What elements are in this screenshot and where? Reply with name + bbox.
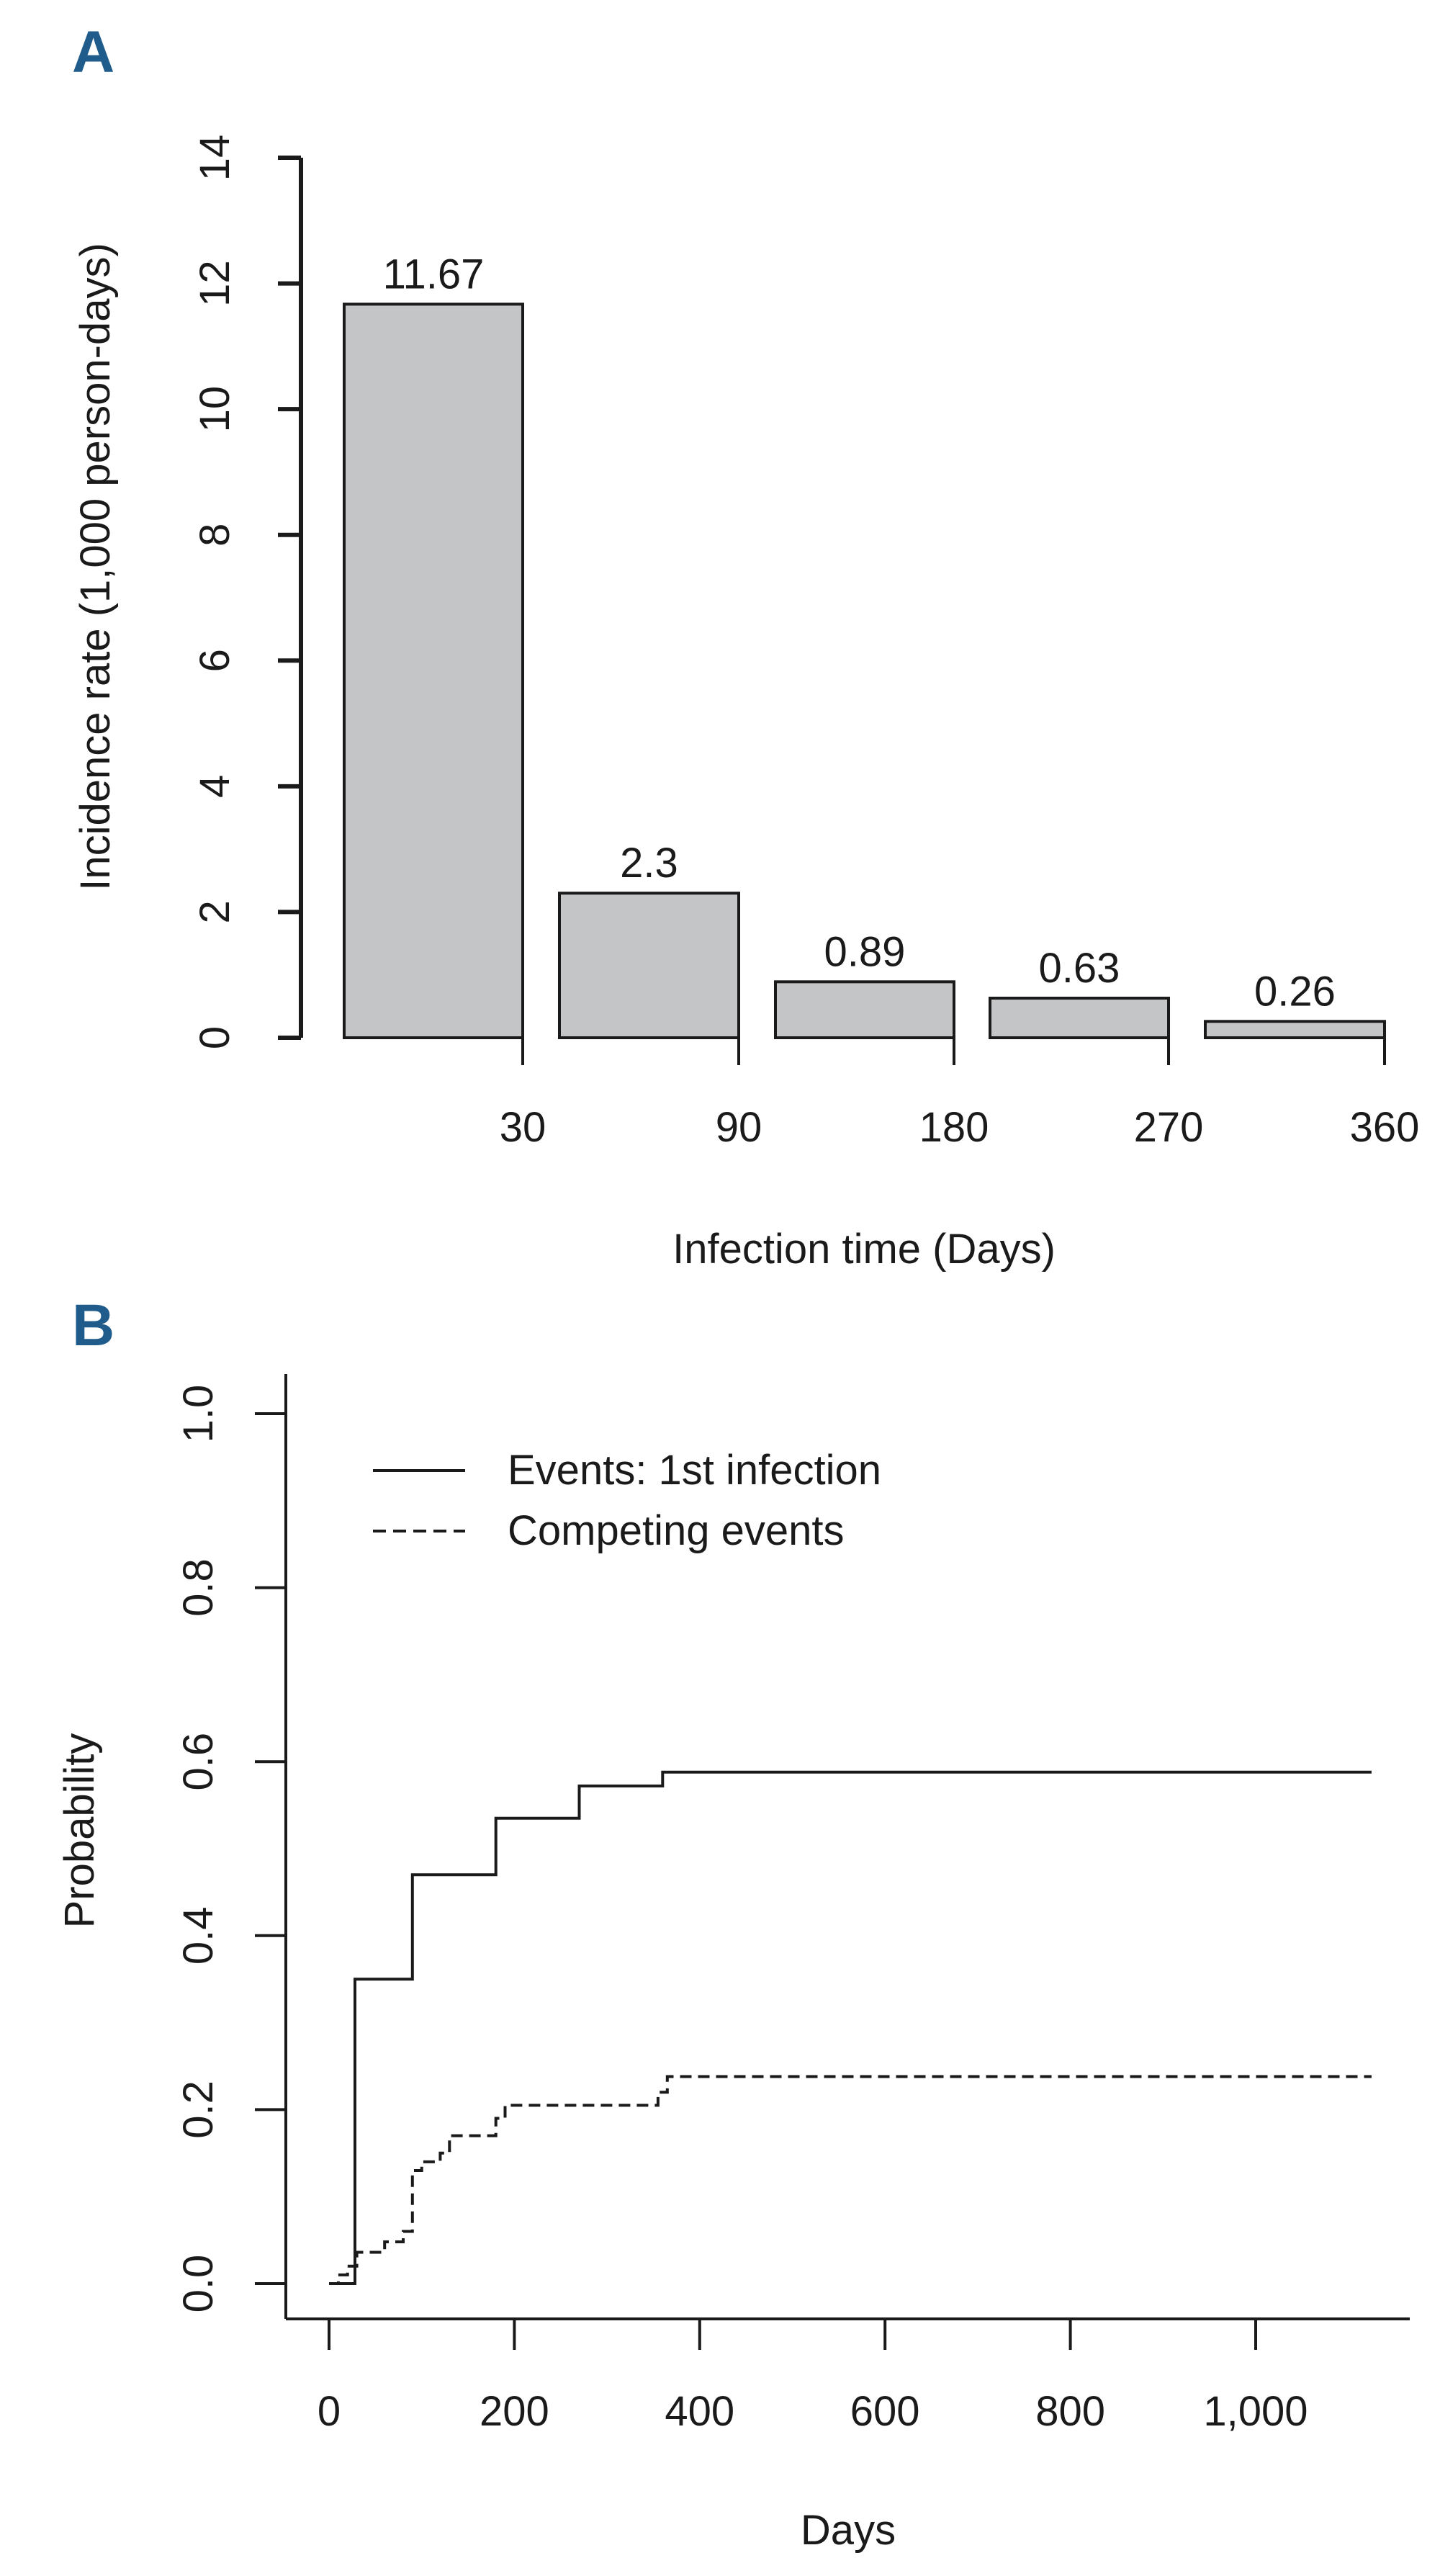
legend-item-1st-infection: Events: 1st infection [508, 1447, 881, 1494]
legend-item-competing-events: Competing events [508, 1507, 844, 1554]
panel-b-y-tick-label: 0.6 [175, 1733, 222, 1791]
panel-b-x-tick-label: 400 [665, 2388, 734, 2435]
panel-a-bar-value-label: 0.26 [1254, 968, 1336, 1015]
panel-a-x-tick-label: 180 [919, 1104, 989, 1151]
panel-a-x-axis-title: Infection time (Days) [672, 1226, 1056, 1273]
panel-b-x-tick-label: 200 [480, 2388, 549, 2435]
panel-b-y-axis-title: Probability [56, 1733, 103, 1929]
panel-b-series [329, 1770, 1372, 2285]
panel-b-letter: B [72, 1293, 114, 1358]
panel-a-y-tick-label: 4 [192, 775, 238, 798]
panel-a-bars [343, 302, 1386, 1040]
panel-a-bar-value-label: 2.3 [620, 840, 678, 887]
panel-a-bar-270-360 [1204, 1020, 1386, 1039]
panel-a-bar-180-270 [989, 997, 1170, 1040]
panel-a-axes: 0 2 4 6 8 10 12 14 30 90 180 270 360 [192, 135, 1419, 1151]
panel-b-legend: Events: 1st infection Competing events [373, 1447, 881, 1554]
panel-a-bar-value-label: 0.89 [824, 928, 906, 975]
panel-a-y-tick-label: 8 [192, 524, 238, 547]
panel-a-y-tick-label: 6 [192, 649, 238, 672]
panel-b-axes: 0.0 0.2 0.4 0.6 0.8 1.0 0 200 400 600 800 1,000 [175, 1374, 1410, 2435]
panel-b-x-tick-label: 1,000 [1203, 2388, 1308, 2435]
panel-a-bar-labels: 11.67 2.3 0.89 0.63 0.26 [383, 251, 1336, 1015]
panel-a-y-tick-label: 14 [192, 135, 238, 181]
panel-a-y-tick-label: 10 [192, 386, 238, 433]
panel-b-y-tick-label: 0.8 [175, 1558, 222, 1617]
panel-a-bar-value-label: 0.63 [1039, 945, 1120, 992]
panel-a-x-tick-label: 30 [500, 1104, 546, 1151]
panel-b-y-tick-label: 0.0 [175, 2255, 222, 2313]
panel-a-y-tick-label: 0 [192, 1026, 238, 1049]
panel-b-x-tick-label: 600 [850, 2388, 920, 2435]
panel-a-bar-90-180 [774, 980, 955, 1039]
panel-a-bar-value-label: 11.67 [383, 251, 485, 297]
panel-b-x-axis-title: Days [801, 2507, 896, 2554]
panel-b-x-tick-label: 800 [1035, 2388, 1105, 2435]
panel-b-y-tick-label: 0.2 [175, 2081, 222, 2139]
panel-a-x-tick-label: 90 [716, 1104, 762, 1151]
panel-a-y-tick-label: 2 [192, 900, 238, 923]
panel-b-y-tick-label: 0.4 [175, 1906, 222, 1965]
panel-a-y-tick-label: 12 [192, 260, 238, 307]
series-line-1st-infection [329, 1770, 1372, 2285]
panel-a-bar-30-90 [558, 892, 740, 1039]
panel-b-y-tick-label: 1.0 [175, 1385, 222, 1443]
panel-a-x-tick-label: 270 [1134, 1104, 1204, 1151]
panel-a-y-axis-title: Incidence rate (1,000 person-days) [72, 243, 119, 891]
panel-a-x-tick-label: 360 [1350, 1104, 1420, 1151]
panel-b-line-chart: 0.0 0.2 0.4 0.6 0.8 1.0 0 200 400 600 800 1,000 Eve… [56, 1374, 1410, 2554]
panel-a-letter: A [72, 19, 114, 85]
panel-b-x-tick-label: 0 [318, 2388, 341, 2435]
series-line-competing-events [329, 2075, 1372, 2285]
panel-a-bar-0-30 [343, 302, 524, 1039]
panel-a-bar-chart: 0 2 4 6 8 10 12 14 30 90 180 270 360 11.67 2.3 0.89 0.6… [72, 135, 1419, 1273]
